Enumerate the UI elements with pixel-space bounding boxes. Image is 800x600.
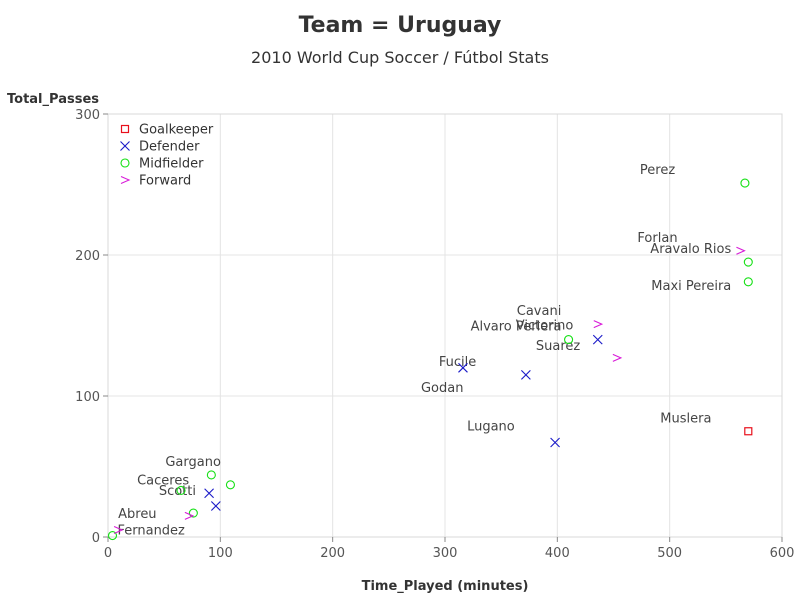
data-point bbox=[458, 362, 468, 373]
data-point bbox=[176, 485, 186, 496]
legend-item-label: Goalkeeper bbox=[139, 123, 214, 138]
point-label: Fucile bbox=[439, 355, 476, 370]
point-label: Lugano bbox=[467, 420, 515, 435]
data-point bbox=[210, 501, 221, 511]
legend-item-label: Forward bbox=[139, 174, 191, 189]
data-point bbox=[592, 334, 603, 345]
point-label: Forlan bbox=[637, 231, 677, 246]
chart-subtitle: 2010 World Cup Soccer / Fútbol Stats bbox=[251, 48, 549, 67]
point-label: Fernandez bbox=[117, 524, 185, 539]
data-point bbox=[593, 320, 604, 329]
legend-item-label: Defender bbox=[139, 140, 200, 155]
data-point bbox=[736, 246, 746, 255]
legend-marker bbox=[120, 124, 130, 134]
point-label: Victorino bbox=[516, 319, 574, 334]
data-point bbox=[184, 511, 195, 520]
data-point bbox=[206, 470, 216, 480]
y-tick-label: 0 bbox=[92, 531, 100, 546]
x-tick-label: 500 bbox=[657, 546, 682, 561]
grid-lines bbox=[108, 114, 782, 537]
point-label: Cavani bbox=[517, 304, 562, 319]
point-label: Abreu bbox=[118, 507, 156, 522]
x-tick-label: 300 bbox=[433, 546, 458, 561]
data-point bbox=[740, 178, 750, 188]
point-label: Maxi Pereira bbox=[651, 279, 731, 294]
data-point bbox=[113, 525, 124, 534]
point-label: Muslera bbox=[660, 411, 711, 426]
data-point bbox=[520, 369, 531, 380]
point-label: Perez bbox=[640, 163, 675, 178]
legend: Goalkeeper Defender Midfielder Forward bbox=[120, 123, 214, 189]
data-point bbox=[225, 480, 235, 490]
legend-marker bbox=[120, 141, 130, 151]
legend-marker bbox=[120, 158, 130, 168]
y-tick-label: 300 bbox=[75, 108, 100, 123]
data-point bbox=[188, 508, 198, 518]
chart-title: Team = Uruguay bbox=[299, 13, 502, 38]
point-label: Godan bbox=[421, 381, 464, 396]
y-tick-label: 200 bbox=[75, 249, 100, 264]
x-tick-label: 600 bbox=[770, 546, 795, 561]
data-point bbox=[612, 353, 623, 362]
data-point bbox=[743, 257, 753, 267]
point-label: Caceres bbox=[137, 473, 189, 488]
data-point bbox=[564, 335, 574, 345]
axis-ticks: 0 100 200 300 400 500 600 0 100 200 300 bbox=[75, 108, 794, 561]
x-tick-label: 400 bbox=[545, 546, 570, 561]
point-label: Aravalo Rios bbox=[650, 242, 731, 257]
x-tick-label: 200 bbox=[320, 546, 345, 561]
x-axis-label: Time_Played (minutes) bbox=[362, 579, 529, 594]
data-point bbox=[204, 488, 214, 499]
point-label: Suarez bbox=[536, 339, 581, 354]
y-tick-label: 100 bbox=[75, 390, 100, 405]
point-label: Alvaro Periera bbox=[471, 320, 562, 335]
point-labels: Muslera Godan Fucile Lugano Victorino Caceres… bbox=[117, 163, 731, 539]
point-label: Gargano bbox=[165, 455, 221, 470]
data-point bbox=[743, 277, 753, 287]
data-point bbox=[744, 427, 753, 436]
x-tick-label: 0 bbox=[104, 546, 112, 561]
data-points bbox=[107, 178, 753, 541]
y-axis-label: Total_Passes bbox=[7, 92, 99, 107]
legend-marker bbox=[120, 175, 131, 185]
x-tick-label: 100 bbox=[208, 546, 233, 561]
data-point bbox=[550, 437, 560, 448]
data-point bbox=[107, 531, 118, 541]
legend-item-label: Midfielder bbox=[139, 157, 204, 172]
